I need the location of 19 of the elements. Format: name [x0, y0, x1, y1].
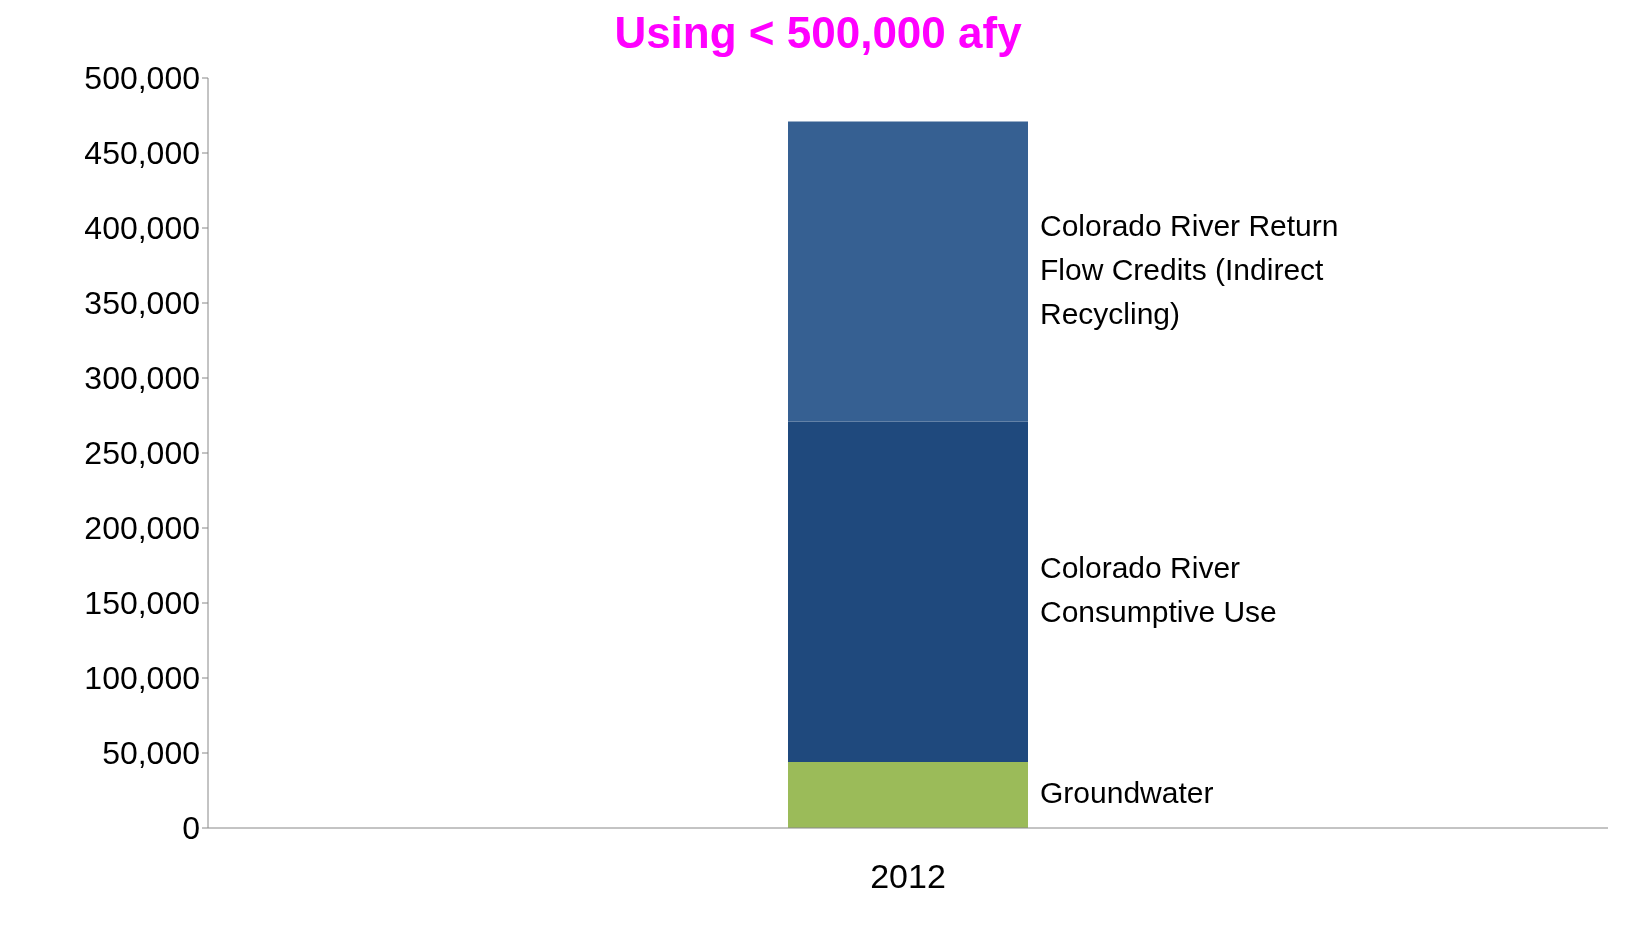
- bar: [788, 121, 1028, 422]
- y-tick-label: 0: [182, 810, 200, 847]
- y-tick-label: 500,000: [84, 60, 200, 97]
- y-tick-label: 250,000: [84, 435, 200, 472]
- y-tick-label: 50,000: [102, 735, 200, 772]
- bar: [788, 421, 1028, 762]
- y-tick-label: 150,000: [84, 585, 200, 622]
- series-label: Groundwater: [1040, 775, 1214, 809]
- bar: [788, 762, 1028, 828]
- series-label: Colorado River Return Flow Credits (Indirect Recycling): [1040, 208, 1339, 330]
- series-label: Colorado River Consumptive Use: [1040, 550, 1277, 628]
- y-tick-label: 400,000: [84, 210, 200, 247]
- y-tick-label: 450,000: [84, 135, 200, 172]
- y-tick-label: 200,000: [84, 510, 200, 547]
- x-tick-label: 2012: [870, 857, 946, 896]
- chart-title: Using < 500,000 afy: [613, 8, 1023, 58]
- y-tick-label: 100,000: [84, 660, 200, 697]
- y-tick-label: 350,000: [84, 285, 200, 322]
- y-tick-label: 300,000: [84, 360, 200, 397]
